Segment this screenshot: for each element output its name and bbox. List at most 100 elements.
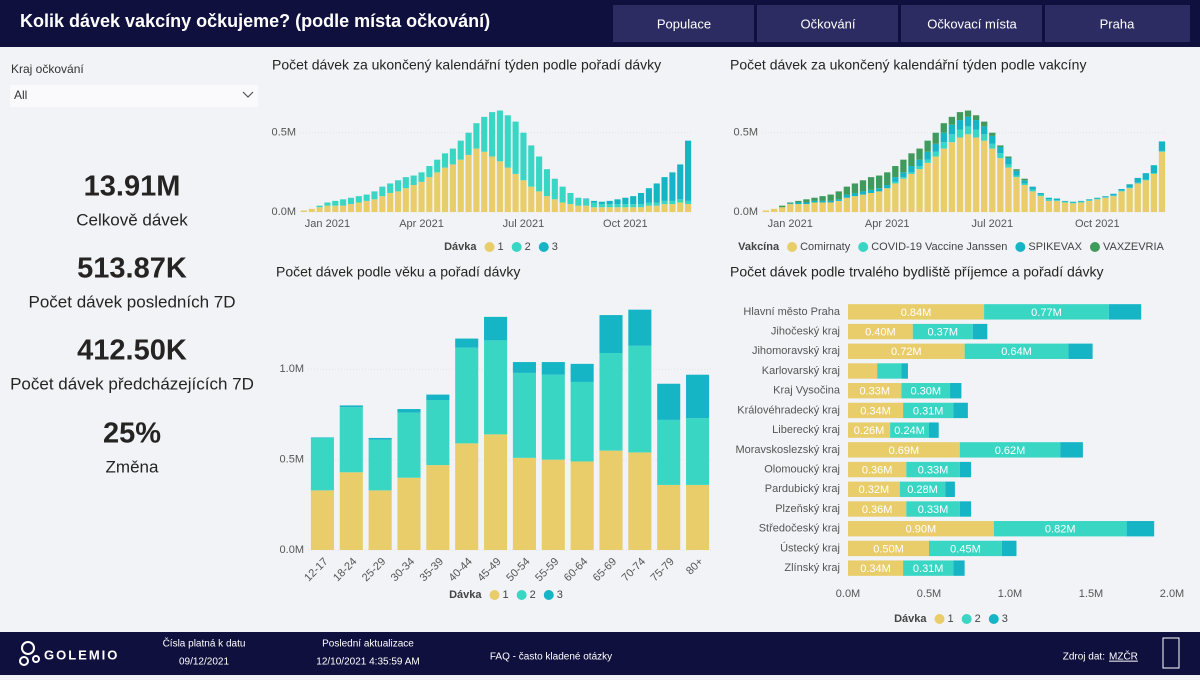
nav-label[interactable]: Očkovací místa	[927, 16, 1017, 31]
bar-segment	[972, 120, 980, 130]
bar-segment	[520, 180, 527, 212]
x-tick-label: Jul 2021	[503, 218, 545, 230]
nav-label[interactable]: Praha	[1100, 16, 1135, 31]
bar-segment	[1094, 199, 1101, 212]
bar-segment	[316, 205, 323, 208]
dropdown[interactable]	[10, 85, 258, 107]
y-tick-label: Královéhradecký kraj	[737, 404, 840, 416]
bar-segment	[1118, 191, 1125, 212]
bar-segment	[948, 142, 956, 212]
bar-segment	[959, 461, 972, 478]
bar-segment	[1118, 189, 1125, 191]
legend-label: 1	[503, 589, 509, 601]
legend-swatch	[543, 590, 554, 600]
nav-button[interactable]	[613, 5, 754, 42]
bar-segment	[339, 472, 363, 550]
bar-segment	[1021, 185, 1028, 212]
bar-segment	[811, 200, 818, 203]
nav-button[interactable]	[901, 5, 1042, 42]
bar-segment	[614, 199, 621, 205]
bar-segment	[779, 205, 786, 208]
bar-segment	[520, 132, 527, 181]
legend-swatch	[858, 242, 869, 252]
bar-segment	[981, 121, 988, 127]
bar-segment	[418, 172, 425, 182]
bar-segment	[504, 167, 511, 212]
legend-swatch	[511, 242, 522, 252]
x-tick-label: 1.5M	[1079, 588, 1103, 600]
bar-segment	[859, 191, 867, 195]
bar-segment	[536, 191, 543, 212]
bar-segment	[929, 540, 1002, 557]
bar-segment	[787, 204, 794, 212]
data-label: 0.50M	[873, 543, 904, 555]
bar-segment	[339, 407, 363, 473]
nav-button[interactable]	[757, 5, 898, 42]
bar-segment	[686, 374, 710, 419]
bar-segment	[484, 340, 508, 435]
bar-segment	[543, 169, 551, 197]
bar-segment	[397, 412, 421, 478]
bar-segment	[940, 123, 947, 133]
bar-segment	[959, 442, 1061, 458]
bar-segment	[598, 201, 605, 205]
y-tick-label: 0.5M	[734, 127, 758, 139]
bar-segment	[1108, 304, 1142, 320]
bar-segment	[835, 200, 842, 212]
dropdown-value[interactable]: All	[14, 88, 27, 102]
bar-segment	[1142, 179, 1149, 181]
bar-segment	[599, 450, 623, 550]
bar-segment	[387, 183, 394, 193]
nav-label[interactable]: Očkování	[801, 16, 856, 31]
bar-segment	[892, 183, 899, 212]
bar-segment	[1150, 173, 1158, 174]
bar-segment	[512, 362, 536, 373]
bar-segment	[843, 194, 850, 198]
bar-segment	[859, 180, 867, 192]
bar-segment	[932, 151, 939, 157]
bar-segment	[848, 481, 900, 497]
bar-segment	[1021, 180, 1028, 184]
data-label: 0.37M	[927, 326, 958, 338]
bar-segment	[677, 164, 684, 200]
data-label: 0.26M	[854, 425, 885, 437]
bar-segment	[1005, 156, 1012, 159]
bar-segment	[835, 199, 842, 201]
bar-segment	[637, 204, 645, 208]
bar-segment	[900, 178, 907, 212]
legend: Dávka 1 2 3	[444, 241, 558, 253]
bar-segment	[426, 400, 450, 466]
bar-segment	[1086, 200, 1093, 212]
bar-segment	[426, 394, 450, 401]
bar-segment	[1021, 183, 1028, 186]
update-date: 12/10/2021 4:35:59 AM	[316, 657, 419, 668]
bar-segment	[426, 465, 450, 550]
bar-segment	[1061, 202, 1069, 212]
faq-link[interactable]: FAQ - často kladené otázky	[490, 652, 612, 663]
bar-segment	[997, 145, 1004, 147]
bar-segment	[1013, 177, 1020, 212]
nav-button[interactable]	[1045, 5, 1190, 42]
nav-label[interactable]: Populace	[657, 16, 711, 31]
y-tick-label: Jihomoravský kraj	[752, 345, 840, 357]
bar-segment	[1069, 203, 1077, 212]
bar-segment	[567, 204, 574, 212]
bar-segment	[551, 178, 558, 200]
source-link[interactable]: MZČR	[1109, 650, 1138, 663]
bar-segment	[948, 124, 956, 135]
bar-segment	[1158, 150, 1166, 152]
bar-segment	[645, 205, 652, 212]
x-tick-label: Apr 2021	[399, 218, 444, 230]
bar-segment	[339, 405, 363, 408]
bar-segment	[426, 177, 433, 212]
bar-segment	[1061, 201, 1069, 203]
bar-segment	[900, 177, 907, 179]
bar-segment	[1134, 177, 1141, 183]
bar-segment	[583, 198, 590, 200]
data-label: 0.33M	[918, 464, 949, 476]
dropdown-chevron[interactable]	[242, 91, 254, 98]
bar-segment	[1126, 184, 1133, 188]
bar-segment	[932, 156, 939, 212]
data-label: 0.77M	[1031, 307, 1062, 319]
data-label: 0.82M	[1045, 524, 1076, 536]
